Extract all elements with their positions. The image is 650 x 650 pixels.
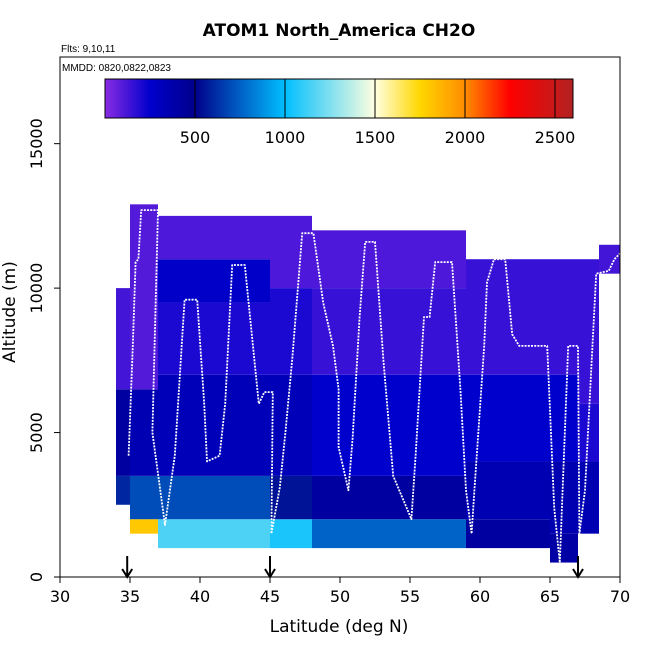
heatmap-cell bbox=[578, 259, 599, 404]
heatmap-cell bbox=[312, 230, 466, 289]
heatmap-cell bbox=[550, 259, 578, 375]
heatmap-cell bbox=[116, 288, 130, 390]
heatmap-cells bbox=[116, 204, 620, 563]
heatmap-cell bbox=[130, 475, 158, 520]
flight-track-line bbox=[127, 209, 620, 564]
heatmap-cell bbox=[158, 215, 270, 260]
flight-track bbox=[127, 209, 620, 564]
heatmap-cell bbox=[312, 288, 466, 375]
chart-title: ATOM1 North_America CH2O bbox=[203, 21, 476, 41]
heatmap-cell bbox=[130, 204, 158, 390]
x-tick-label: 45 bbox=[260, 587, 280, 606]
dates-label: MMDD: 0820,0822,0823 bbox=[62, 63, 171, 74]
heatmap-cell bbox=[466, 374, 550, 462]
heatmap-cell bbox=[599, 244, 620, 274]
colorbar-tick-label: 2000 bbox=[445, 128, 486, 147]
y-tick-label: 15000 bbox=[27, 118, 46, 169]
flight-arrows bbox=[121, 556, 584, 579]
y-tick-label: 5000 bbox=[27, 412, 46, 453]
heatmap-cell bbox=[158, 519, 270, 549]
heatmap-cell bbox=[550, 461, 578, 534]
arrow-marker bbox=[572, 556, 584, 579]
y-axis: 0 5000 10000 15000 bbox=[27, 118, 60, 582]
x-tick-label: 65 bbox=[540, 587, 560, 606]
heatmap-cell bbox=[270, 475, 312, 520]
x-axis-label: Latitude (deg N) bbox=[270, 617, 409, 637]
heatmap-cell bbox=[578, 461, 599, 534]
y-axis-label: Altitude (m) bbox=[0, 261, 20, 363]
heatmap-cell bbox=[130, 519, 158, 534]
heatmap-cell bbox=[270, 519, 312, 549]
x-tick-label: 50 bbox=[330, 587, 350, 606]
arrow-marker bbox=[264, 556, 276, 579]
heatmap-cell bbox=[466, 461, 550, 520]
colorbar-tick-label: 2500 bbox=[535, 128, 576, 147]
heatmap-cell bbox=[116, 389, 130, 476]
heatmap-cell bbox=[312, 475, 466, 520]
arrow-marker bbox=[121, 556, 134, 579]
heatmap-cell bbox=[466, 519, 550, 549]
heatmap-cell bbox=[130, 389, 158, 476]
colorbar-ticks: 500 1000 1500 2000 2500 bbox=[180, 79, 576, 147]
x-axis: 30 35 40 45 50 55 60 65 70 bbox=[50, 577, 630, 606]
heatmap-cell bbox=[550, 533, 578, 563]
heatmap-cell bbox=[466, 259, 550, 375]
x-tick-label: 40 bbox=[190, 587, 210, 606]
x-tick-label: 60 bbox=[470, 587, 490, 606]
heatmap-cell bbox=[158, 302, 270, 375]
colorbar-tick-label: 500 bbox=[180, 128, 211, 147]
colorbar-gradient bbox=[104, 78, 574, 119]
heatmap-cell bbox=[116, 475, 130, 505]
x-tick-label: 35 bbox=[120, 587, 140, 606]
x-tick-label: 30 bbox=[50, 587, 70, 606]
colorbar-tick-label: 1000 bbox=[265, 128, 306, 147]
flights-label: Flts: 9,10,11 bbox=[61, 44, 116, 55]
y-tick-label: 10000 bbox=[27, 263, 46, 314]
heatmap-cell bbox=[312, 519, 466, 549]
x-tick-label: 70 bbox=[610, 587, 630, 606]
heatmap-cell bbox=[270, 374, 312, 476]
heatmap-cell bbox=[270, 288, 312, 375]
heatmap-cell bbox=[158, 475, 270, 520]
y-tick-label: 0 bbox=[27, 572, 46, 582]
colorbar-tick-label: 1500 bbox=[355, 128, 396, 147]
heatmap-cell bbox=[158, 259, 270, 303]
colorbar: 500 1000 1500 2000 2500 bbox=[104, 78, 576, 147]
x-tick-label: 55 bbox=[400, 587, 420, 606]
heatmap-cell bbox=[270, 215, 312, 289]
